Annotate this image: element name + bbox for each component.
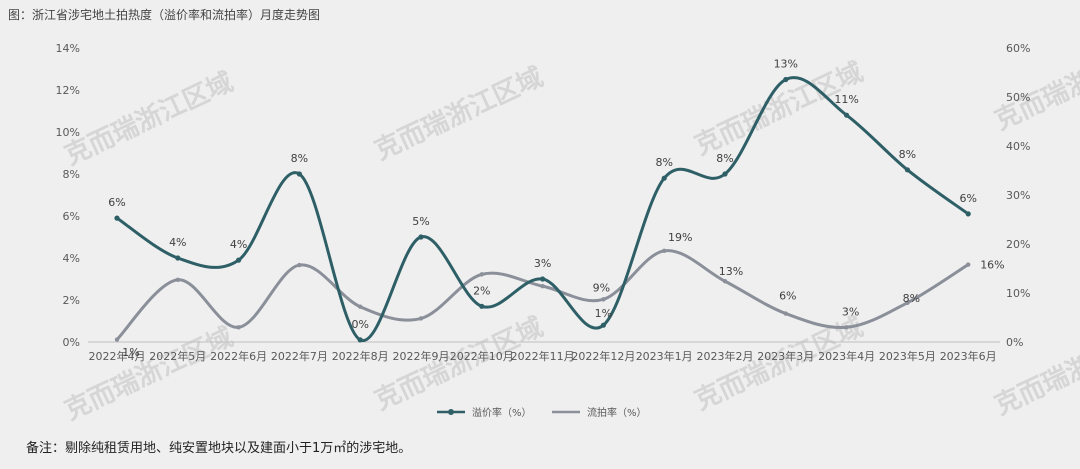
footnote: 备注：剔除纯租赁用地、纯安置地块以及建面小于1万㎡的涉宅地。 <box>26 441 412 456</box>
premium-rate-data-label: 8% <box>655 156 672 169</box>
y-right-tick-label: 60% <box>1006 42 1030 55</box>
failure-rate-data-label: 9% <box>593 281 610 294</box>
legend-premium-marker <box>448 409 454 415</box>
failure-rate-point <box>297 262 302 268</box>
x-tick-label: 2022年6月 <box>210 349 267 363</box>
premium-rate-data-label: 5% <box>412 215 429 228</box>
chart-title: 图：浙江省涉宅地土拍热度（溢价率和流拍率）月度走势图 <box>8 8 321 22</box>
premium-rate-data-label: 4% <box>230 238 247 251</box>
x-tick-label: 2023年4月 <box>818 349 875 363</box>
failure-rate-point <box>722 279 728 284</box>
legend-premium-label: 溢价率（%） <box>472 406 532 419</box>
y-right-tick-label: 30% <box>1006 189 1030 202</box>
premium-rate-data-label: 11% <box>834 93 858 106</box>
premium-rate-data-label: 6% <box>959 192 976 205</box>
x-tick-label: 2022年8月 <box>332 349 389 363</box>
premium-rate-data-label: 8% <box>716 152 733 165</box>
x-tick-label: 2022年7月 <box>271 349 328 363</box>
premium-rate-data-label: 0% <box>351 318 368 331</box>
y-left-tick-label: 2% <box>63 294 80 307</box>
y-left-tick-label: 0% <box>63 336 80 349</box>
failure-rate-point <box>358 304 363 309</box>
x-tick-label: 2023年6月 <box>940 349 997 363</box>
x-tick-label: 2022年4月 <box>89 349 146 363</box>
x-tick-label: 2023年5月 <box>879 349 936 363</box>
failure-rate-point <box>905 300 910 305</box>
y-left-tick-label: 6% <box>63 210 80 223</box>
legend-failure-label: 流拍率（%） <box>587 406 647 419</box>
y-left-tick-label: 8% <box>63 168 80 181</box>
failure-rate-point <box>783 311 788 316</box>
failure-rate-data-label: 1% <box>122 346 139 359</box>
y-left-tick-label: 4% <box>63 252 80 265</box>
failure-rate-data-label: 19% <box>668 231 692 244</box>
x-tick-label: 2023年2月 <box>697 349 754 363</box>
premium-rate-point <box>783 76 789 83</box>
failure-rate-point <box>236 325 241 330</box>
watermark: 克而瑞浙江区域 <box>60 67 238 171</box>
watermark: 克而瑞浙江区域 <box>60 322 238 426</box>
premium-rate-data-label: 8% <box>899 148 916 161</box>
failure-rate-point <box>175 277 180 282</box>
premium-rate-point <box>600 322 607 328</box>
premium-rate-point <box>357 337 363 343</box>
failure-rate-data-label: 6% <box>779 290 796 303</box>
watermark: 克而瑞浙江区域 <box>370 62 548 166</box>
premium-rate-point <box>418 234 424 240</box>
failure-rate-point <box>479 272 484 277</box>
premium-rate-data-label: 2% <box>473 284 490 297</box>
premium-rate-data-label: 13% <box>774 58 798 71</box>
x-tick-label: 2022年9月 <box>393 349 450 363</box>
failure-rate-point <box>601 297 606 302</box>
failure-rate-point <box>114 337 120 342</box>
failure-rate-point <box>418 316 424 321</box>
x-tick-label: 2023年3月 <box>757 349 814 363</box>
premium-rate-data-label: 8% <box>291 152 308 165</box>
watermark: 克而瑞浙江区域 <box>990 32 1080 136</box>
failure-rate-line <box>115 249 970 342</box>
failure-rate-point <box>844 325 849 330</box>
premium-rate-line <box>115 76 970 342</box>
x-tick-label: 2022年10月 <box>450 349 514 363</box>
y-right-tick-label: 50% <box>1006 91 1030 104</box>
premium-rate-point <box>114 215 120 221</box>
x-tick-label: 2022年12月 <box>571 349 635 363</box>
premium-rate-point <box>236 257 242 263</box>
premium-rate-point <box>296 171 302 177</box>
premium-rate-point <box>965 211 971 217</box>
failure-rate-data-label: 8% <box>903 292 920 305</box>
premium-rate-data-label: 4% <box>169 236 186 249</box>
y-right-tick-label: 0% <box>1006 336 1023 349</box>
watermark: 克而瑞浙江区域 <box>370 312 548 416</box>
failure-rate-point <box>540 283 545 289</box>
premium-rate-data-label: 6% <box>108 196 125 209</box>
premium-rate-point <box>175 255 181 261</box>
y-left-tick-label: 14% <box>56 42 80 55</box>
premium-rate-point <box>540 276 546 282</box>
failure-rate-data-label: 3% <box>842 305 859 318</box>
x-tick-label: 2023年1月 <box>636 349 693 363</box>
failure-rate-data-label: 16% <box>980 259 1004 272</box>
premium-rate-data-label: 3% <box>534 257 551 270</box>
failure-rate-point <box>662 248 667 254</box>
x-tick-label: 2022年11月 <box>511 349 575 363</box>
premium-rate-point <box>844 112 850 118</box>
x-tick-label: 2022年5月 <box>149 349 206 363</box>
premium-rate-point <box>479 303 485 309</box>
y-left-tick-label: 10% <box>56 126 80 139</box>
watermark: 克而瑞浙江区域 <box>990 317 1080 421</box>
y-right-tick-label: 40% <box>1006 140 1030 153</box>
failure-rate-data-label: 13% <box>719 265 743 278</box>
premium-rate-data-label: 1% <box>595 307 612 320</box>
premium-rate-point <box>904 167 911 173</box>
premium-rate-point <box>661 175 667 181</box>
y-right-tick-label: 20% <box>1006 238 1030 251</box>
y-left-tick-label: 12% <box>56 84 80 97</box>
y-right-tick-label: 10% <box>1006 287 1030 300</box>
failure-rate-point <box>966 262 971 267</box>
premium-rate-point <box>722 171 728 177</box>
